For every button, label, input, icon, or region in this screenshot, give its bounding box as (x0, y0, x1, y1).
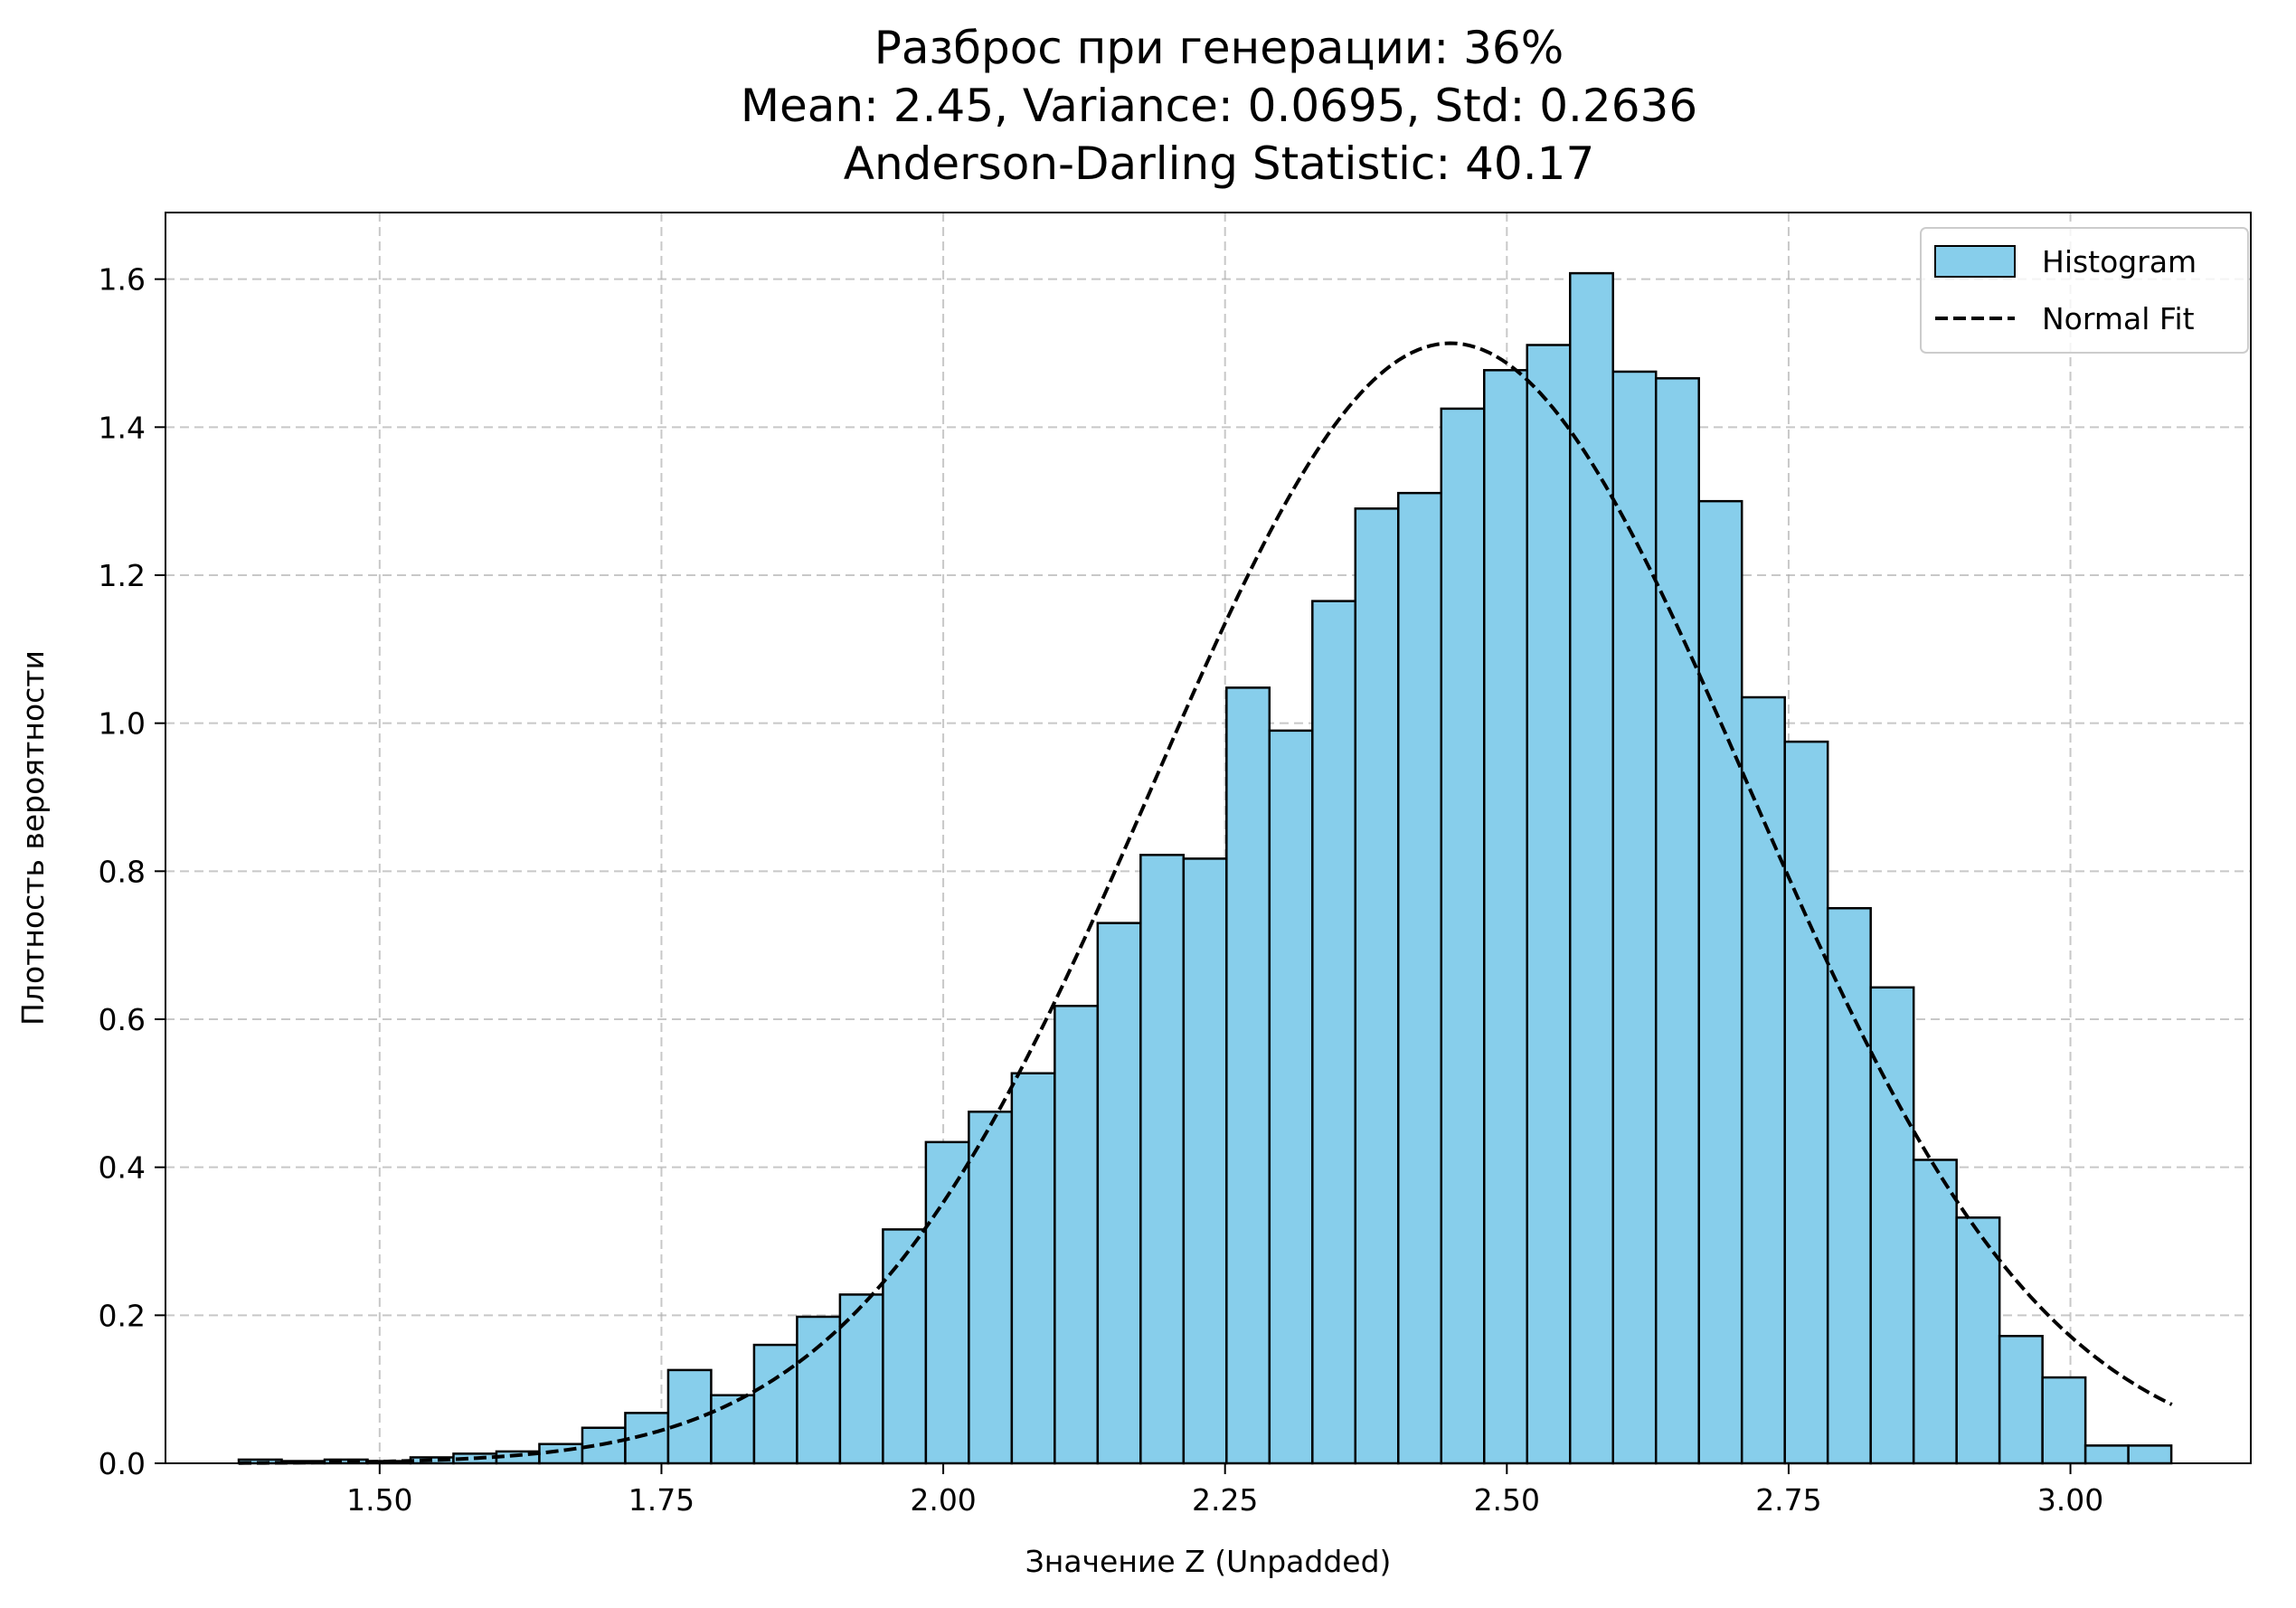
histogram-bar (1225, 686, 1271, 1465)
histogram-bar (882, 1228, 928, 1465)
histogram-bar (1311, 600, 1357, 1465)
histogram-bar (1182, 857, 1228, 1465)
legend-histogram-label: Histogram (2042, 244, 2197, 279)
y-tick-label: 1.0 (99, 706, 146, 742)
histogram-bar (1654, 377, 1700, 1465)
x-axis-label: Значение Z (Unpadded) (1025, 1544, 1392, 1579)
x-tick-label: 2.75 (1755, 1482, 1821, 1518)
axes-frame (165, 212, 2252, 1464)
title-line-1: Разброс при генерации: 36% (874, 22, 1564, 74)
y-tick-label: 0.4 (99, 1150, 146, 1186)
x-tick-label: 2.50 (1474, 1482, 1540, 1518)
histogram-bar (624, 1412, 670, 1465)
histogram-bar (1826, 906, 1872, 1465)
legend-histogram-swatch (1934, 245, 2016, 278)
histogram-bar (1526, 344, 1572, 1465)
histogram-bar (752, 1343, 798, 1465)
x-tick-label: 3.00 (2037, 1482, 2103, 1518)
histogram-bar (1783, 740, 1829, 1465)
y-tick-label: 0.8 (99, 854, 146, 889)
histogram-bar (924, 1140, 970, 1465)
histogram-bar (666, 1368, 713, 1465)
histogram-bar (796, 1315, 842, 1465)
normal-fit-line (239, 341, 2173, 1465)
legend-normal-fit-label: Normal Fit (2042, 301, 2195, 336)
normal-fit-curve (239, 341, 2173, 1465)
histogram-bar (1054, 1005, 1100, 1465)
x-axis-ticks: 1.50 1.75 2.00 2.25 2.50 2.75 3.00 (346, 1463, 2103, 1518)
histogram-bar (1740, 695, 1786, 1465)
legend: Histogram Normal Fit (1920, 227, 2249, 354)
y-tick-label: 1.4 (99, 410, 146, 445)
histogram-bar (968, 1111, 1014, 1465)
histogram-bar (1354, 507, 1400, 1465)
y-tick-label: 0.0 (99, 1446, 146, 1481)
histogram-bar (1440, 407, 1486, 1465)
histogram-bar (1139, 854, 1186, 1465)
histogram-bar (1568, 271, 1614, 1465)
histogram-bar (710, 1394, 756, 1465)
histogram-bar (1912, 1159, 1958, 1465)
x-tick-label: 1.50 (346, 1482, 412, 1518)
y-tick-label: 0.6 (99, 1002, 146, 1037)
y-axis-label: Плотность вероятности (15, 650, 51, 1026)
title-line-2: Mean: 2.45, Variance: 0.0695, Std: 0.263… (741, 80, 1697, 132)
histogram-bar (1998, 1334, 2044, 1465)
y-tick-label: 1.6 (99, 262, 146, 298)
histogram-bar (1010, 1072, 1056, 1465)
chart-title: Разброс при генерации: 36% Mean: 2.45, V… (741, 22, 1697, 190)
histogram-bar (1268, 729, 1314, 1465)
histogram-bar (2083, 1444, 2130, 1465)
y-tick-label: 0.2 (99, 1298, 146, 1333)
histogram-bar (1397, 491, 1443, 1465)
histogram-bar (1096, 922, 1142, 1465)
y-tick-label: 1.2 (99, 558, 146, 593)
histogram-bar (1869, 986, 1915, 1465)
histogram-bar (1697, 499, 1743, 1465)
x-tick-label: 1.75 (628, 1482, 694, 1518)
histogram-bar (2041, 1376, 2087, 1465)
histogram-bar (2127, 1444, 2173, 1465)
histogram-bar (1483, 369, 1529, 1465)
y-axis-ticks: 0.0 0.2 0.4 0.6 0.8 1.0 1.2 1.4 1.6 (99, 262, 165, 1481)
title-line-3: Anderson-Darling Statistic: 40.17 (844, 137, 1595, 190)
x-tick-label: 2.25 (1192, 1482, 1258, 1518)
x-tick-label: 2.00 (910, 1482, 976, 1518)
